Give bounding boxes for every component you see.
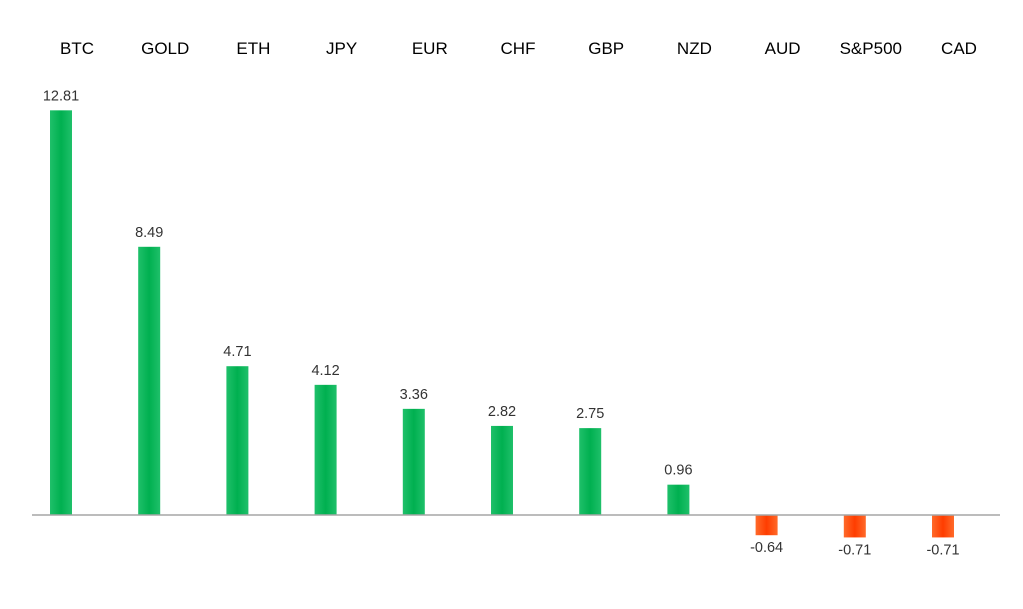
bar-eur (402, 408, 425, 515)
bar-cad (932, 515, 954, 538)
bar-chf (491, 425, 513, 515)
bar-nzd (667, 484, 690, 515)
bar-s-p500 (843, 515, 866, 538)
value-label-s-p500: -0.71 (838, 542, 871, 558)
category-label-jpy: JPY (326, 39, 357, 58)
value-label-aud: -0.64 (750, 540, 783, 556)
category-label-gold: GOLD (141, 39, 189, 58)
category-label-s-p500: S&P500 (840, 39, 902, 58)
category-label-chf: CHF (501, 39, 536, 58)
category-label-gbp: GBP (588, 39, 624, 58)
bar-aud (755, 515, 778, 536)
value-label-cad: -0.71 (926, 542, 959, 558)
category-label-eur: EUR (412, 39, 448, 58)
category-label-btc: BTC (60, 39, 94, 58)
value-label-nzd: 0.96 (664, 463, 692, 479)
value-label-jpy: 4.12 (311, 363, 339, 379)
value-label-chf: 2.82 (488, 404, 516, 420)
value-labels: 12.81 8.49 4.71 4.12 3.36 2.82 2.75 0.96 -0.64 -0… (43, 88, 960, 558)
bar-jpy (314, 384, 337, 515)
category-labels: BTC GOLD ETH JPY EUR CHF GBP NZD AUD S&P500 CAD (60, 39, 977, 58)
bar-eth (226, 366, 249, 515)
bars (50, 110, 954, 538)
category-label-cad: CAD (941, 39, 977, 58)
value-label-eth: 4.71 (223, 344, 251, 360)
value-label-btc: 12.81 (43, 88, 79, 104)
bar-btc (50, 110, 72, 516)
value-label-gold: 8.49 (135, 225, 163, 241)
category-label-nzd: NZD (677, 39, 712, 58)
category-label-aud: AUD (765, 39, 801, 58)
value-label-eur: 3.36 (400, 387, 428, 403)
bar-gbp (579, 428, 602, 515)
value-label-gbp: 2.75 (576, 406, 604, 422)
category-label-eth: ETH (236, 39, 270, 58)
bar-gold (138, 246, 161, 515)
